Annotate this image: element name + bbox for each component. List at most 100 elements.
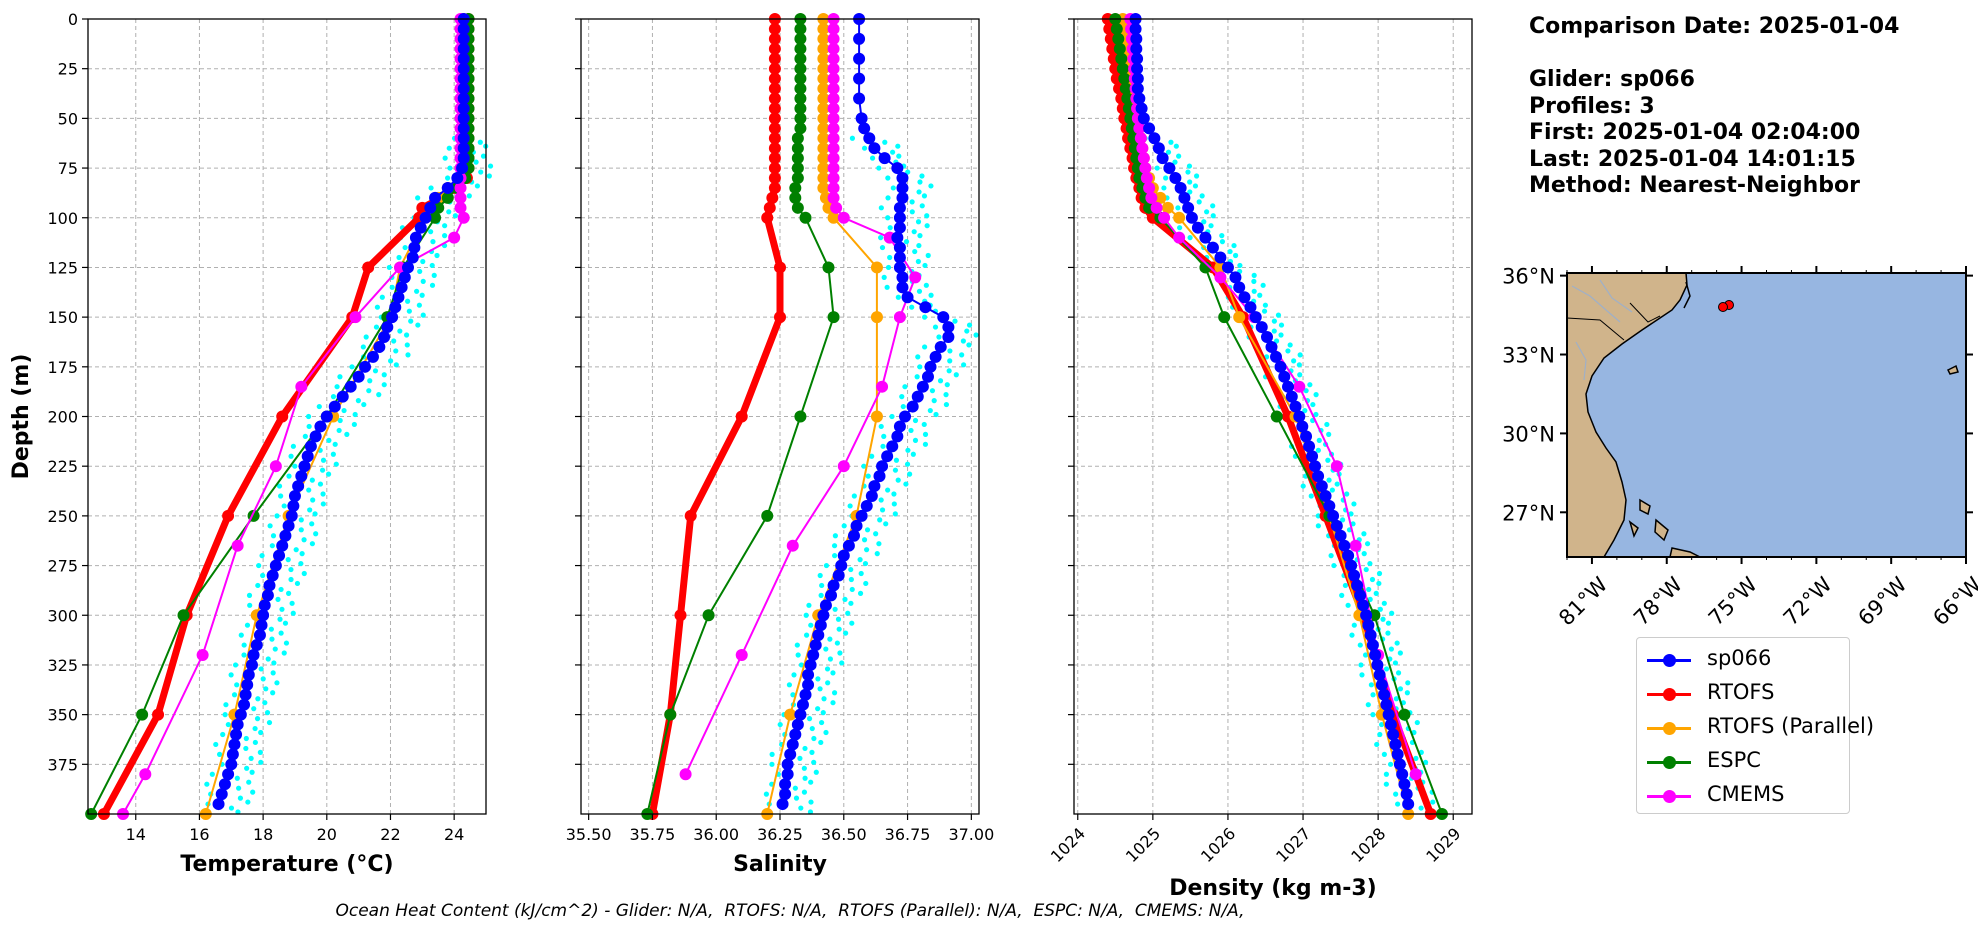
- series-point-sp066: [1278, 370, 1291, 383]
- series-point-sp066: [893, 261, 906, 274]
- glider-profile-point: [1192, 183, 1199, 189]
- series-point-cmems: [1140, 172, 1153, 184]
- lon-tick-label: 78°W: [1629, 572, 1687, 630]
- series-point-rtofs: [768, 142, 781, 155]
- glider-profile-point: [1251, 288, 1257, 294]
- glider-profile-point: [1161, 185, 1167, 191]
- glider-profile-point: [1291, 358, 1297, 364]
- glider-profile-point: [915, 354, 921, 360]
- glider-profile-point: [415, 322, 421, 328]
- info-spacer: [1529, 41, 1899, 68]
- series-point-rtofs-parallel: [1173, 211, 1186, 224]
- ocean-heat-content-footer: Ocean Heat Content (kJ/cm^2) - Glider: N…: [335, 901, 1245, 921]
- series-point-sp066: [896, 281, 909, 294]
- series-point-sp066: [1319, 490, 1332, 502]
- series-point-cmems: [1133, 122, 1146, 135]
- glider-profile-point: [915, 258, 921, 265]
- glider-profile-point: [274, 513, 280, 519]
- glider-profile-point: [445, 175, 451, 181]
- series-point-rtofs-parallel: [784, 708, 797, 721]
- glider-profile-point: [1300, 483, 1306, 489]
- glider-profile-point: [1339, 517, 1346, 523]
- glider-profile-point: [310, 497, 316, 503]
- glider-profile-point: [1257, 292, 1263, 298]
- glider-profile-point: [861, 463, 867, 469]
- legend-item-sp066: sp066: [1637, 643, 1849, 677]
- series-point-cmems: [1173, 231, 1186, 244]
- series-point-sp066: [282, 519, 295, 532]
- series-point-sp066: [266, 569, 279, 582]
- series-point-cmems: [827, 112, 840, 125]
- glider-profile-point: [1331, 562, 1337, 569]
- series-point-rtofs: [768, 172, 781, 184]
- glider-profile-point: [452, 213, 458, 219]
- glider-profile-point: [223, 702, 229, 708]
- series-point-sp066: [457, 92, 470, 105]
- glider-profile-point: [366, 388, 372, 394]
- glider-profile-point: [823, 729, 829, 736]
- series-point-rtofs: [768, 92, 781, 105]
- glider-profile-point: [1362, 652, 1369, 658]
- glider-profile-point: [916, 288, 923, 294]
- glider-profile-point: [1389, 610, 1395, 616]
- series-point-sp066: [457, 132, 470, 145]
- glider-profile-point: [1357, 642, 1363, 648]
- glider-profile-point: [1315, 513, 1321, 519]
- series-point-sp066: [812, 629, 825, 642]
- glider-profile-point: [1303, 388, 1309, 394]
- series-point-sp066: [893, 201, 906, 214]
- series-point-sp066: [1387, 728, 1400, 741]
- glider-profile-point: [842, 596, 848, 602]
- glider-profile-point: [943, 392, 949, 398]
- series-point-rtofs-parallel: [817, 72, 830, 85]
- series-point-sp066: [1131, 82, 1144, 95]
- lat-tick-label: 36°N: [1502, 265, 1555, 289]
- series-point-sp066: [842, 539, 855, 552]
- legend-label: RTOFS: [1707, 680, 1775, 704]
- series-point-sp066: [225, 758, 238, 771]
- glider-profile-point: [1251, 272, 1257, 278]
- series-point-cmems: [349, 311, 362, 324]
- series-point-sp066: [911, 390, 924, 403]
- glider-profile-point: [1316, 437, 1322, 443]
- glider-profile-point: [232, 662, 239, 668]
- glider-profile-point: [1176, 153, 1182, 159]
- glider-profile-point: [1324, 421, 1330, 428]
- glider-profile-point: [937, 378, 944, 384]
- series-point-espc: [794, 72, 807, 85]
- glider-profile-point: [966, 342, 972, 348]
- series-point-rtofs: [768, 122, 781, 135]
- glider-profile-point: [248, 755, 254, 761]
- glider-profile-point: [848, 566, 854, 573]
- glider-profile-point: [228, 805, 235, 811]
- series-point-espc: [794, 52, 807, 65]
- glider-profile-point: [819, 582, 825, 589]
- series-point-sp066: [878, 152, 891, 165]
- density-panel: 1024 1025 1026 1027 1028 1029 Density (kg m-3): [1047, 13, 1473, 901]
- series-point-sp066: [937, 311, 950, 324]
- glider-profile-point: [391, 338, 397, 344]
- glider-profile-point: [1260, 282, 1266, 288]
- glider-profile-point: [272, 646, 278, 652]
- series-point-sp066: [1334, 529, 1347, 542]
- glider-profile-point: [1208, 223, 1214, 229]
- series-point-cmems: [827, 102, 840, 115]
- series-point-rtofs: [768, 32, 781, 45]
- series-point-sp066: [1285, 390, 1298, 403]
- series-point-espc: [799, 211, 812, 224]
- glider-profile-point: [396, 254, 402, 261]
- y-tick-label: 175: [47, 358, 78, 377]
- glider-profile-point: [899, 394, 905, 400]
- glider-profile-point: [1367, 596, 1373, 602]
- glider-profile-point: [231, 692, 238, 698]
- series-point-sp066: [366, 350, 379, 363]
- glider-profile-point: [320, 491, 326, 497]
- glider-profile-point: [257, 749, 263, 755]
- series-point-sp066: [247, 649, 260, 661]
- series-point-sp066: [817, 609, 830, 622]
- glider-profile-point: [907, 471, 913, 477]
- glider-profile-point: [386, 264, 392, 271]
- series-point-sp066: [1348, 569, 1361, 582]
- glider-profile-point: [420, 278, 426, 284]
- x-tick-label: 1028: [1347, 824, 1389, 866]
